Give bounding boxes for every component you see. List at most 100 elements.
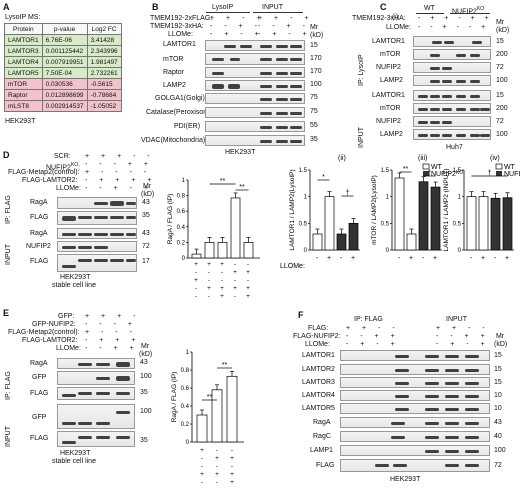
blot-row-label: RagA xyxy=(30,230,48,237)
x-condition-label: LLOMe: xyxy=(280,263,305,270)
y-tick-label: 1 xyxy=(386,195,390,201)
blot-strip xyxy=(57,358,135,369)
x-condition: + xyxy=(230,479,234,486)
condition-label: TMEM192-3xHA: xyxy=(150,23,204,30)
x-condition: - xyxy=(221,277,223,284)
condition-label: FLAG-LAMTOR2: xyxy=(22,177,78,184)
x-condition: + xyxy=(194,261,198,268)
blot-row-label: GFP xyxy=(32,414,47,421)
x-condition: + xyxy=(233,285,237,292)
x-condition: + xyxy=(351,255,355,262)
blot-strip xyxy=(340,350,490,361)
table-title: LysoIP MS: xyxy=(5,14,41,21)
y-tick-label: 1.5 xyxy=(299,168,308,174)
condition-label: FLAG-NUFIP2: xyxy=(293,333,341,340)
col-header: Protein xyxy=(4,23,43,35)
blot-strip xyxy=(57,387,135,400)
y-tick-label: 0.8 xyxy=(177,194,186,200)
kd-label: (kD) xyxy=(310,32,324,39)
blot-row-label: FLAG xyxy=(30,435,49,442)
x-condition: - xyxy=(195,269,197,276)
sub-label: (i) xyxy=(392,14,399,21)
x-condition: + xyxy=(220,261,224,268)
blot-strip xyxy=(340,377,490,388)
x-condition: - xyxy=(398,255,401,262)
condition-label: FLAG-Metap2(control): xyxy=(8,329,80,336)
cell-line-label: HEK293T xyxy=(225,149,256,156)
table-row: mLST8 0.002914537 -1.05052 xyxy=(4,100,122,112)
bar xyxy=(466,196,477,251)
bar xyxy=(211,389,223,443)
input-header: INPUT xyxy=(262,4,283,11)
input-label: INPUT xyxy=(5,244,12,265)
x-condition: + xyxy=(215,455,219,462)
table-row: mTOR 0.030536 -0.5615 xyxy=(4,78,122,90)
blot-strip xyxy=(413,75,491,86)
legend-ko: NUFIP2KO xyxy=(431,170,463,178)
blot-strip xyxy=(340,445,490,456)
condition-label: LLOMe: xyxy=(56,345,81,352)
y-tick-label: 0 xyxy=(458,248,462,254)
x-condition: - xyxy=(208,277,210,284)
condition-label: NUFIP2KO: xyxy=(46,162,81,172)
y-tick-label: 0 xyxy=(186,440,190,446)
blot-strip xyxy=(413,129,491,140)
kd-label: (kD) xyxy=(496,27,510,34)
blot-row-label: LAMTOR2 xyxy=(302,366,335,373)
blot-strip xyxy=(205,121,305,132)
y-tick-label: 1.5 xyxy=(453,168,462,174)
x-condition: - xyxy=(208,269,210,276)
sub-label: (iii) xyxy=(418,155,427,162)
bar xyxy=(406,233,417,251)
blot-row-label: LAMP2 xyxy=(380,131,403,138)
blot-row-label: Catalase(Peroxisome) xyxy=(146,109,216,116)
x-condition: + xyxy=(220,285,224,292)
sig-mark: ** xyxy=(207,394,213,401)
cell-line-label: Huh7 xyxy=(446,144,463,151)
bar xyxy=(230,197,241,259)
y-tick-label: 0.8 xyxy=(181,368,190,374)
x-condition: - xyxy=(494,255,497,262)
blot-row-label: RagA xyxy=(30,199,48,206)
x-condition: - xyxy=(195,285,197,292)
y-tick-label: 0.2 xyxy=(177,240,186,246)
y-axis-label: RagA / FLAG (IP) xyxy=(167,194,174,245)
table-row: LAMTOR5 7.50E-04 2.732261 xyxy=(4,67,122,79)
y-tick-label: 1 xyxy=(458,195,462,201)
condition-label: LLOMe: xyxy=(56,185,81,192)
table-row: LAMTOR3 0.001125442 2.343996 xyxy=(4,45,122,57)
legend-swatch-ko xyxy=(496,171,502,176)
cell-line-sub: stable cell line xyxy=(52,458,96,465)
ko-header: NUFIP2KO xyxy=(452,6,485,16)
panel-label-f: F xyxy=(298,310,304,320)
blot-row-label: FLAG xyxy=(30,258,49,265)
sig-mark: ** xyxy=(239,184,245,191)
legend-swatch-wt xyxy=(422,163,430,170)
condition-label: LLOMe: xyxy=(386,24,411,31)
blot-strip xyxy=(340,364,490,375)
y-tick-label: 0.4 xyxy=(181,404,190,410)
x-condition: + xyxy=(230,455,234,462)
mr-label: Mr xyxy=(496,19,505,26)
x-condition: + xyxy=(194,277,198,284)
blot-strip xyxy=(205,93,305,104)
bar xyxy=(217,242,228,259)
blot-row-label: LAMP1 xyxy=(310,447,333,454)
condition-label: LLOMe: xyxy=(305,341,330,348)
blot-row-label: LAMTOR1 xyxy=(372,92,405,99)
mr-label: Mr xyxy=(310,24,319,31)
condition-label: GFP: xyxy=(58,313,75,320)
blot-row-label: NUFIP2 xyxy=(376,64,401,71)
blot-row-label: GFP xyxy=(32,374,47,381)
x-condition: - xyxy=(247,277,249,284)
blot-strip xyxy=(57,197,137,209)
kd-label: (kD) xyxy=(494,341,508,348)
y-tick-label: 0.5 xyxy=(453,221,462,227)
x-condition: + xyxy=(200,471,204,478)
bar xyxy=(312,233,323,251)
col-header: Log2 FC xyxy=(86,23,122,35)
blot-row-label: mTOR xyxy=(380,51,401,58)
legend-swatch-ko xyxy=(423,171,429,176)
x-condition: - xyxy=(231,447,233,454)
